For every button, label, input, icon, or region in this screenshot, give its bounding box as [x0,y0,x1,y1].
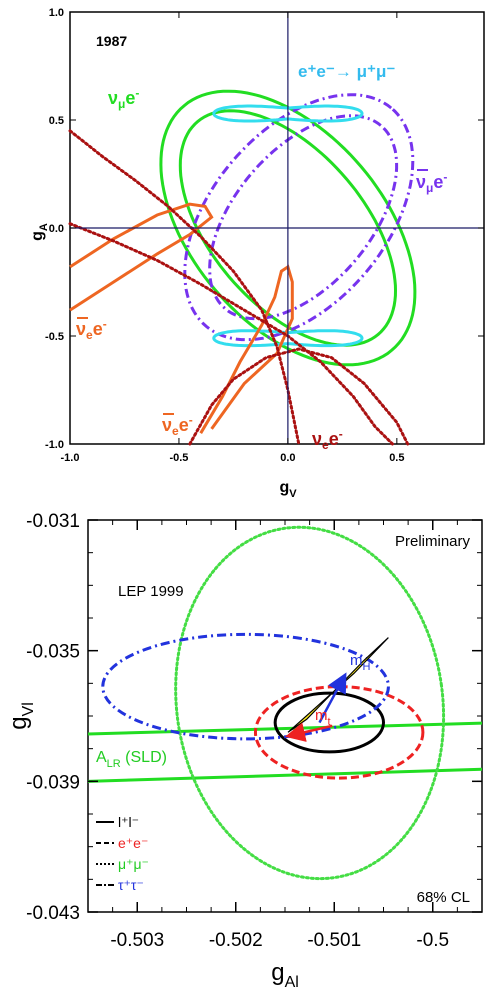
ellipse-mumu [174,525,446,881]
alr-sld-label: ALR (SLD) [96,749,167,770]
ellipse-ee [253,685,425,780]
curve-numu-e-inner [178,109,398,347]
axes-layer-2: -0.503 -0.502 -0.501 -0.5 -0.031 -0.035 -0.039… [26,511,483,951]
x-tick-label: -0.503 [110,930,164,951]
curve-anti-nue-e-left [69,202,214,312]
y-tick-label: 1.0 [49,7,64,19]
arrow-mt [285,722,333,742]
alr-band-line-1 [87,721,483,736]
label-ee-mumu: e⁺e⁻→ μ⁺μ⁻ [298,62,395,81]
plot-frame-2 [87,519,483,913]
curve-ee-mumu-upper [212,104,364,123]
curve-nue-e-arc-1 [68,129,301,446]
x-tick-label: -0.501 [307,930,361,951]
label-anti-numu-e: νμe- [416,170,447,195]
arrow-mh [318,672,347,724]
x-tick-label: -0.502 [209,930,263,951]
y-tick-label: 0.0 [49,223,64,235]
alr-band-line-2 [87,767,483,783]
chart-lep1999-gal-gvl: -0.503 -0.502 -0.501 -0.5 -0.031 -0.035 -0.039… [5,511,483,991]
legend-text-ee: e⁺e⁻ [118,835,148,851]
axes-layer: -1.0 -0.5 0.0 0.5 -1.0 -0.5 0.0 0.5 1.0 [45,7,484,464]
curves-layer-2 [87,525,483,881]
y-tick-label: -1.0 [45,439,64,451]
x-tick-label: -0.5 [169,452,188,464]
curve-nue-e-arc-2 [68,222,394,446]
y-tick-label: -0.043 [26,903,80,924]
legend-text-ll: l⁺l⁻ [118,814,139,830]
cl-label: 68% CL [417,889,470,906]
arrow-label-mt: mt [315,707,331,728]
preliminary-label: Preliminary [395,533,471,550]
curve-anti-nue-e-bottom [199,264,294,434]
y-tick-label: -0.5 [45,331,64,343]
legend-text-mumu: μ⁺μ⁻ [118,856,149,872]
y-tick-label: 0.5 [49,115,64,127]
y-tick-label: -0.039 [26,772,80,793]
x-axis-label-2: gAl [271,959,299,991]
curve-nue-e-arc-3 [188,347,410,446]
x-axis-label: gV [279,479,297,500]
curve-anti-numu-e-outer [183,93,415,342]
curve-ee-mumu-lower [212,329,364,348]
y-tick-label: -0.031 [26,511,80,532]
legend: l⁺l⁻ e⁺e⁻ μ⁺μ⁻ τ⁺τ⁻ [96,814,149,893]
label-anti-nue-e-bottom: νee- [162,413,193,438]
curve-anti-numu-e-inner [208,114,399,321]
y-axis-label-2: gVl [5,702,37,730]
lep-1999-label: LEP 1999 [118,583,184,600]
x-tick-label: 0.0 [280,452,295,464]
legend-text-tautau: τ⁺τ⁻ [118,877,144,893]
y-axis-label: gA [29,223,50,241]
year-label: 1987 [96,33,127,49]
sm-prediction-wedge [287,637,389,733]
label-numu-e: νμe- [108,86,139,111]
arrow-label-mh: mH [350,652,371,673]
ellipse-tautau [101,632,390,741]
label-nue-e: νee- [312,427,343,452]
curves-layer [68,89,417,446]
x-tick-label: 0.5 [389,452,404,464]
x-tick-label: -1.0 [61,452,80,464]
chart-1987-gv-ga: -1.0 -0.5 0.0 0.5 -1.0 -0.5 0.0 0.5 1.0 gV gA 19… [29,7,485,500]
y-tick-label: -0.035 [26,642,80,663]
x-tick-label: -0.5 [416,930,449,951]
label-anti-nue-e-left: νee- [76,317,107,342]
